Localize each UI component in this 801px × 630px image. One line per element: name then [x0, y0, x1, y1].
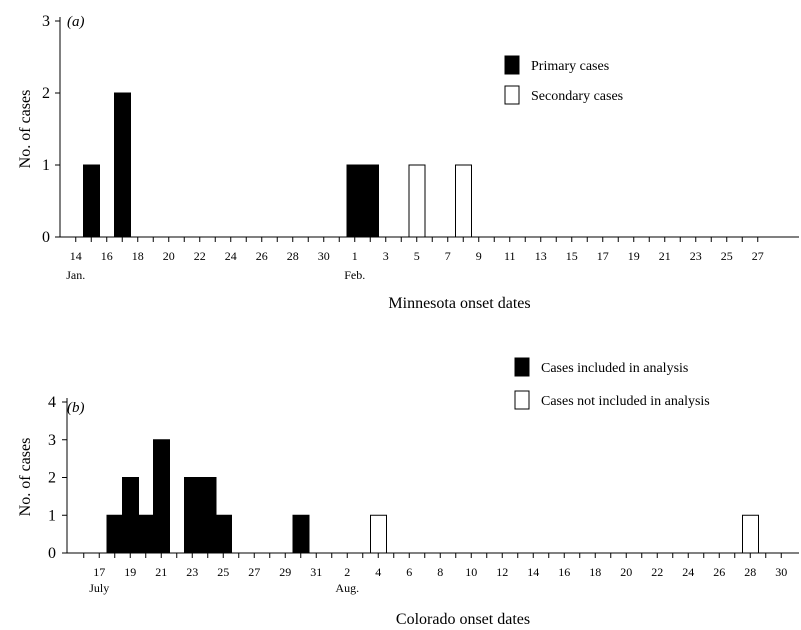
x-tick-label: 15 [566, 249, 578, 263]
x-tick-label: 10 [465, 565, 477, 579]
bar-filled [199, 477, 217, 554]
x-tick-label: 25 [217, 565, 229, 579]
bar-filled [215, 514, 232, 554]
bar-filled [114, 92, 131, 238]
x-tick-label: 21 [659, 249, 671, 263]
x-tick-label: 14 [70, 249, 82, 263]
bar-filled [184, 477, 201, 554]
x-tick-label: 11 [504, 249, 516, 263]
x-tick-label: 27 [752, 249, 764, 263]
x-month-label: July [89, 581, 109, 595]
x-month-label: Aug. [335, 581, 359, 595]
x-tick-label: 1 [352, 249, 358, 263]
bar-open [742, 514, 759, 554]
x-tick-label: 22 [194, 249, 206, 263]
x-tick-label: 27 [248, 565, 260, 579]
x-tick-label: 25 [721, 249, 733, 263]
y-tick-label: 3 [48, 432, 56, 449]
x-tick-label: 4 [375, 565, 381, 579]
x-month-label: Feb. [344, 268, 365, 282]
x-tick-label: 31 [310, 565, 322, 579]
x-tick-label: 30 [318, 249, 330, 263]
bar-filled [346, 164, 364, 238]
x-tick-label: 16 [101, 249, 113, 263]
x-tick-label: 9 [476, 249, 482, 263]
y-tick-label: 2 [42, 85, 50, 102]
x-tick-label: 21 [155, 565, 167, 579]
bar-filled [153, 439, 170, 554]
x-tick-label: 17 [597, 249, 609, 263]
y-tick-label: 4 [48, 394, 56, 411]
legend-swatch [504, 55, 520, 75]
x-tick-label: 14 [527, 565, 539, 579]
y-axis-title: No. of cases [17, 438, 34, 517]
x-tick-label: 18 [132, 249, 144, 263]
x-tick-label: 22 [651, 565, 663, 579]
bar-filled [292, 514, 310, 554]
x-tick-label: 20 [163, 249, 175, 263]
x-tick-label: 2 [344, 565, 350, 579]
x-axis-title: Minnesota onset dates [388, 295, 530, 312]
bar-open [370, 514, 387, 554]
x-tick-label: 16 [558, 565, 570, 579]
legend-swatch [504, 85, 520, 105]
legend-swatch [514, 390, 530, 410]
x-tick-label: 19 [628, 249, 640, 263]
bar-open [455, 164, 472, 238]
bar-filled [122, 477, 139, 554]
y-axis-title: No. of cases [17, 90, 34, 169]
x-tick-label: 18 [589, 565, 601, 579]
x-month-label: Jan. [66, 268, 85, 282]
legend-label: Secondary cases [531, 89, 623, 104]
bar-filled [362, 164, 379, 238]
y-tick-label: 1 [48, 507, 56, 524]
legend-label: Cases included in analysis [541, 361, 688, 376]
y-tick-label: 2 [48, 470, 56, 487]
x-tick-label: 30 [775, 565, 787, 579]
y-tick-label: 0 [42, 229, 50, 246]
x-tick-label: 7 [445, 249, 451, 263]
bar-filled [137, 514, 155, 554]
bar-filled [106, 514, 124, 554]
y-tick-label: 1 [42, 157, 50, 174]
x-tick-label: 26 [256, 249, 268, 263]
x-tick-label: 8 [437, 565, 443, 579]
panel-label: (a) [67, 14, 85, 30]
x-tick-label: 13 [535, 249, 547, 263]
x-tick-label: 29 [279, 565, 291, 579]
x-tick-label: 24 [225, 249, 237, 263]
y-tick-label: 0 [48, 545, 56, 562]
legend-label: Primary cases [531, 59, 609, 74]
x-tick-label: 28 [287, 249, 299, 263]
panel-label: (b) [67, 400, 85, 416]
x-tick-label: 17 [93, 565, 105, 579]
x-tick-label: 20 [620, 565, 632, 579]
legend-swatch [514, 357, 530, 377]
x-tick-label: 12 [496, 565, 508, 579]
x-tick-label: 6 [406, 565, 412, 579]
x-tick-label: 24 [682, 565, 694, 579]
x-tick-label: 23 [690, 249, 702, 263]
bar-open [408, 164, 426, 238]
y-tick-label: 3 [42, 13, 50, 30]
bar-filled [83, 164, 100, 238]
x-tick-label: 28 [744, 565, 756, 579]
legend-label: Cases not included in analysis [541, 394, 710, 409]
x-tick-label: 26 [713, 565, 725, 579]
x-tick-label: 19 [124, 565, 136, 579]
x-axis-title: Colorado onset dates [396, 611, 530, 628]
x-tick-label: 3 [383, 249, 389, 263]
x-tick-label: 23 [186, 565, 198, 579]
x-tick-label: 5 [414, 249, 420, 263]
